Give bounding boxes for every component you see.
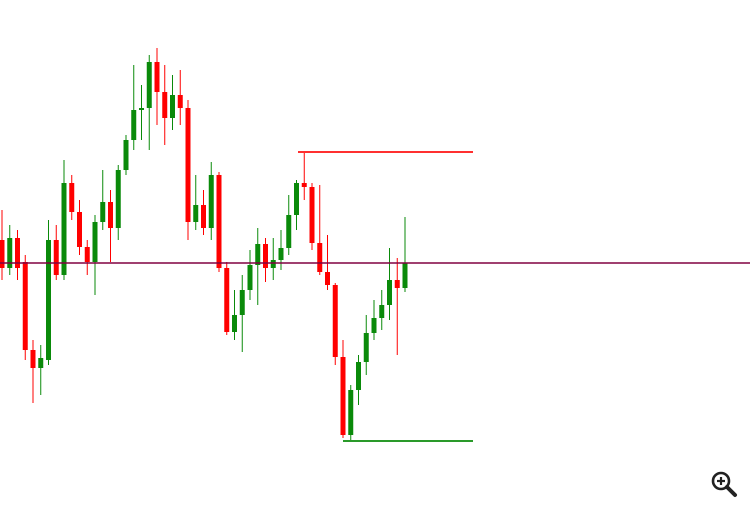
candle-body (131, 110, 137, 140)
candle-body (30, 350, 36, 368)
candle-body (185, 108, 191, 222)
candle-body (46, 240, 51, 360)
candle-body (177, 95, 183, 108)
candle-body (38, 358, 44, 368)
candle-body (394, 280, 400, 288)
candle-body (108, 202, 113, 228)
candle-body (286, 215, 292, 248)
candle-body (224, 268, 230, 332)
candle-body (69, 183, 75, 212)
candle-body (340, 357, 346, 435)
candle-body (146, 62, 152, 108)
zoom-icon[interactable] (711, 471, 737, 497)
candle-body (371, 318, 377, 333)
candle-body (387, 280, 392, 305)
candle-body (356, 362, 361, 390)
candle-body (255, 244, 261, 265)
candle-body (402, 263, 408, 288)
candle-body (309, 187, 315, 243)
candle-body (332, 285, 338, 357)
candle-body (379, 305, 385, 318)
candle-body (270, 260, 276, 268)
candle-body (123, 140, 129, 170)
candle-body (239, 290, 245, 315)
candle-body (247, 265, 253, 290)
candle-body (22, 262, 28, 350)
candle-body (77, 212, 82, 247)
candle-body (317, 243, 323, 272)
candle-body (232, 315, 237, 332)
candle-body (301, 183, 307, 187)
candle-body (92, 222, 98, 262)
candle-body (193, 205, 199, 222)
candle-body (363, 333, 369, 362)
candle-body (208, 175, 214, 228)
candle-body (53, 240, 59, 275)
candle-body (61, 183, 67, 275)
candle-body (348, 390, 354, 435)
candle-body (201, 205, 206, 228)
candle-body (278, 248, 284, 260)
candle-body (0, 240, 5, 268)
candle-body (162, 92, 168, 118)
candle-body (170, 95, 175, 118)
candle-body (154, 62, 160, 92)
candle-body (263, 244, 268, 268)
candle-body (84, 247, 90, 262)
candle-body (100, 202, 106, 222)
candle-body (139, 108, 144, 110)
candle-body (115, 170, 121, 228)
candle-body (216, 175, 222, 268)
candle-body (294, 183, 299, 215)
candle-body (325, 272, 330, 285)
candle-body (15, 238, 20, 268)
candle-body (7, 238, 13, 268)
